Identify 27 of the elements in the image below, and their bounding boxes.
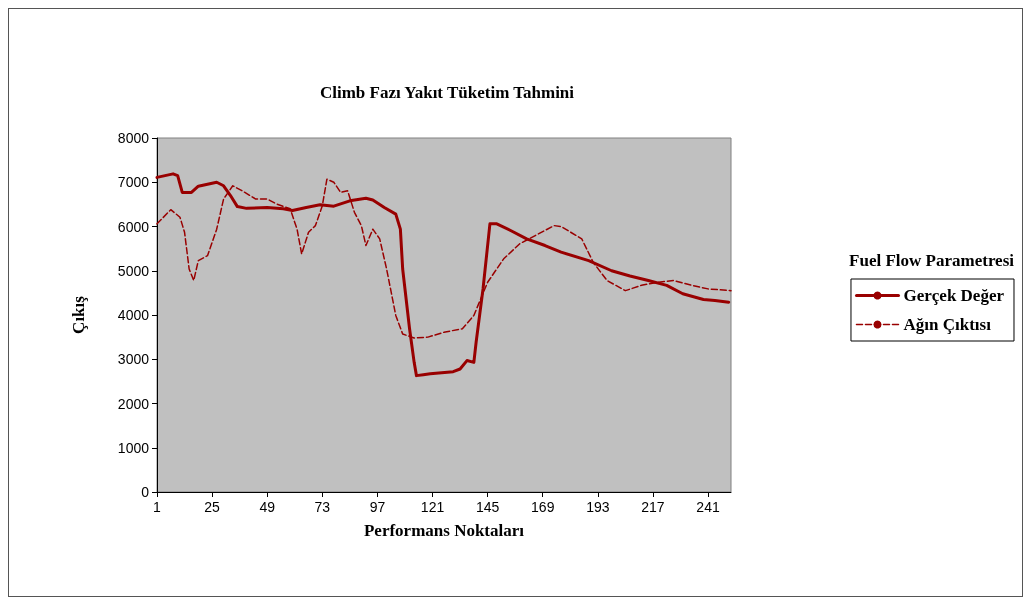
- x-tick-label: 145: [475, 499, 500, 515]
- x-tick-label: 1: [153, 499, 162, 515]
- y-tick-label: 6000: [117, 218, 150, 235]
- y-tick-label: 5000: [117, 262, 150, 279]
- y-tick-label: 1000: [117, 439, 150, 456]
- y-tick-label: 7000: [117, 174, 150, 191]
- x-tick-label: 193: [586, 499, 610, 515]
- x-axis-title: Performans Noktaları: [363, 521, 525, 540]
- x-tick-label: 121: [420, 499, 445, 515]
- y-tick-label: 3000: [117, 351, 150, 368]
- chart-title: Climb Fazı Yakıt Tüketim Tahmini: [319, 83, 575, 102]
- y-tick-label: 0: [141, 484, 150, 500]
- line-series: [155, 172, 731, 378]
- x-tick-label: 25: [204, 499, 221, 515]
- x-tick-label: 49: [259, 499, 276, 515]
- y-tick-label: 4000: [117, 307, 150, 323]
- x-tick-label: 97: [369, 499, 386, 515]
- x-tick-label: 241: [696, 499, 720, 515]
- legend-label: Ağın Çıktısı: [903, 315, 992, 334]
- x-tick-label: 73: [314, 499, 331, 515]
- legend-title: Fuel Flow Parametresi: [849, 251, 1015, 270]
- y-tick-label: 8000: [117, 130, 150, 146]
- x-tick-label: 217: [641, 499, 665, 515]
- legend-label: Gerçek Değer: [903, 286, 1005, 305]
- y-axis-title: Çıkış: [69, 295, 88, 334]
- y-tick-label: 2000: [117, 395, 150, 412]
- x-tick-label: 169: [531, 499, 555, 515]
